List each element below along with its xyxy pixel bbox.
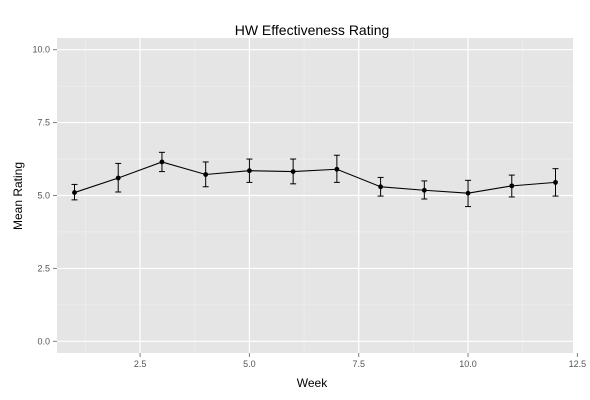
data-point	[290, 169, 296, 174]
y-axis-ticks: 0.0 2.5 5.0 7.5 10.0	[32, 45, 57, 346]
x-tick-label: 2.5	[134, 359, 147, 369]
major-gridlines	[57, 38, 578, 353]
y-axis-title: Mean Rating	[11, 162, 25, 230]
y-tick-label: 5.0	[37, 191, 50, 201]
data-point	[72, 190, 77, 195]
y-tick-label: 0.0	[37, 336, 50, 346]
data-point	[115, 175, 121, 181]
data-point	[378, 184, 383, 190]
series-lines	[74, 161, 556, 194]
x-tick-label: 5.0	[243, 359, 256, 369]
x-tick-label: 10.0	[459, 359, 477, 369]
data-points	[72, 159, 558, 196]
data-point	[465, 190, 471, 196]
x-axis-ticks: 2.5 5.0 7.5 10.0 12.5	[134, 353, 586, 369]
chart-title: HW Effectiveness Rating	[235, 22, 390, 38]
y-tick-label: 10.0	[32, 45, 50, 55]
x-tick-label: 12.5	[569, 359, 587, 369]
data-point	[203, 172, 209, 177]
series-line	[74, 161, 556, 194]
x-tick-label: 7.5	[352, 359, 365, 369]
data-point	[421, 187, 427, 193]
data-point	[334, 166, 340, 172]
data-point	[553, 179, 558, 185]
y-tick-label: 7.5	[37, 118, 50, 128]
data-point	[247, 168, 252, 174]
data-point	[159, 159, 165, 165]
x-axis-title: Week	[297, 376, 328, 390]
data-point	[509, 183, 515, 189]
y-tick-label: 2.5	[37, 263, 50, 273]
